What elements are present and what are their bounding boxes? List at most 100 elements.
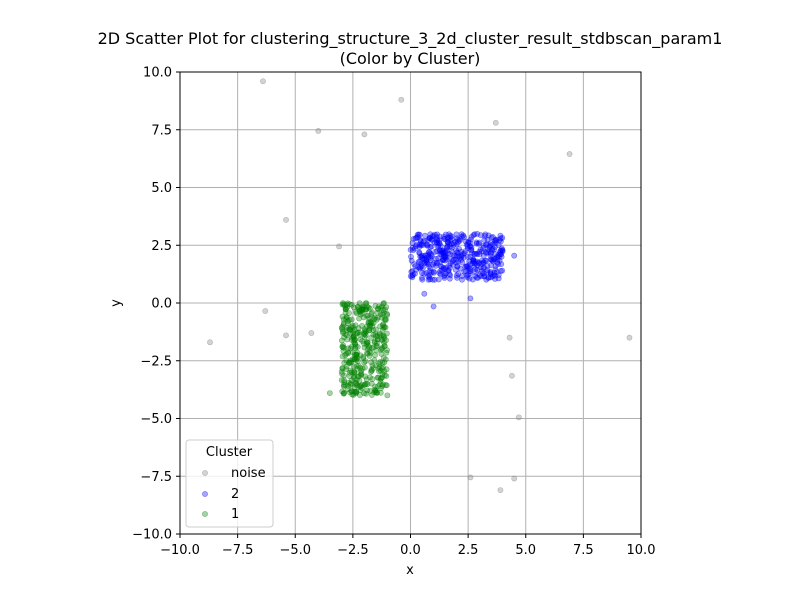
point-cluster-1 — [365, 318, 372, 325]
y-tick-label: −2.5 — [140, 354, 172, 369]
point-cluster-2 — [450, 261, 456, 268]
point-cluster-2 — [437, 251, 444, 258]
point-cluster-2 — [426, 271, 433, 278]
point-cluster-2 — [430, 261, 436, 268]
point-noise — [283, 216, 289, 223]
point-cluster-1 — [381, 368, 388, 375]
point-cluster-1 — [375, 305, 382, 312]
point-cluster-1 — [360, 354, 367, 360]
point-cluster-1 — [368, 334, 375, 341]
point-cluster-1 — [383, 304, 390, 310]
point-cluster-2 — [444, 234, 451, 241]
point-cluster-1 — [362, 327, 369, 334]
point-cluster-1 — [356, 300, 363, 307]
data-points — [207, 78, 633, 494]
point-noise — [515, 414, 522, 421]
point-cluster-1 — [366, 344, 373, 351]
point-cluster-1 — [345, 350, 351, 357]
point-cluster-2 — [476, 251, 483, 257]
point-cluster-1 — [350, 392, 357, 398]
point-cluster-1 — [362, 300, 369, 307]
legend-title: Cluster — [206, 445, 253, 460]
point-cluster-1 — [372, 352, 378, 359]
point-cluster-2 — [413, 266, 420, 273]
legend-label-noise: noise — [231, 466, 266, 481]
x-tick-label: 5.0 — [515, 543, 536, 558]
point-cluster-1 — [356, 331, 363, 338]
point-cluster-2 — [434, 231, 441, 238]
chart-title-line2: (Color by Cluster) — [340, 49, 481, 68]
point-cluster-1 — [371, 386, 378, 393]
y-tick-label: 0.0 — [151, 297, 172, 312]
point-cluster-1 — [353, 380, 360, 386]
y-tick-label: 10.0 — [143, 66, 172, 81]
point-cluster-1 — [364, 339, 371, 346]
point-cluster-1 — [376, 368, 382, 375]
point-cluster-1 — [356, 373, 362, 380]
point-cluster-2 — [495, 272, 502, 279]
x-tick-label: −5.0 — [279, 543, 311, 558]
point-cluster-1 — [374, 340, 380, 347]
point-cluster-2 — [431, 276, 438, 283]
point-cluster-2 — [446, 271, 453, 277]
point-cluster-1 — [355, 306, 362, 313]
point-cluster-1 — [348, 324, 354, 331]
point-cluster-1 — [340, 301, 347, 308]
point-cluster-1 — [366, 352, 373, 359]
point-cluster-2 — [470, 232, 477, 238]
point-noise — [260, 78, 266, 85]
point-cluster-1 — [350, 330, 357, 337]
point-cluster-1 — [374, 374, 381, 381]
point-cluster-1 — [353, 357, 360, 364]
point-cluster-1 — [383, 349, 390, 356]
point-cluster-1 — [357, 383, 364, 390]
y-tick-label: −5.0 — [140, 412, 172, 427]
point-cluster-2 — [429, 276, 436, 283]
point-cluster-1 — [340, 320, 347, 327]
point-cluster-2 — [448, 248, 455, 255]
point-cluster-1 — [340, 321, 347, 328]
point-cluster-2 — [409, 274, 416, 281]
point-cluster-2 — [409, 240, 416, 246]
point-cluster-2 — [467, 295, 474, 302]
point-cluster-2 — [482, 257, 489, 264]
point-cluster-2 — [471, 251, 478, 258]
point-cluster-2 — [493, 236, 499, 243]
point-cluster-1 — [361, 344, 368, 351]
point-cluster-1 — [362, 373, 369, 380]
legend: Cluster noise 2 1 — [185, 439, 274, 528]
point-cluster-1 — [375, 383, 381, 390]
point-cluster-1 — [379, 326, 386, 333]
point-cluster-1 — [351, 368, 357, 375]
point-noise — [315, 128, 322, 134]
point-cluster-2 — [434, 236, 440, 243]
point-noise — [283, 332, 289, 339]
point-cluster-1 — [341, 379, 348, 386]
point-cluster-1 — [339, 371, 345, 377]
x-tick-label: −7.5 — [222, 543, 254, 558]
point-cluster-1 — [363, 376, 370, 383]
point-cluster-1 — [368, 359, 375, 366]
point-cluster-2 — [492, 266, 499, 273]
x-tick-label: 2.5 — [458, 543, 479, 558]
point-cluster-2 — [491, 256, 497, 263]
point-cluster-2 — [511, 252, 518, 259]
legend-marker-noise — [202, 470, 208, 476]
point-cluster-1 — [358, 370, 364, 376]
point-cluster-2 — [427, 244, 434, 251]
point-cluster-2 — [410, 235, 417, 242]
point-cluster-2 — [487, 242, 494, 249]
x-tick-label: 10.0 — [627, 543, 656, 558]
point-cluster-2 — [457, 254, 463, 261]
point-cluster-1 — [353, 363, 360, 370]
point-cluster-2 — [480, 245, 487, 251]
point-noise — [361, 131, 368, 138]
point-noise — [308, 330, 315, 336]
point-cluster-2 — [456, 245, 462, 252]
x-tick-label: −10.0 — [160, 543, 200, 558]
point-cluster-2 — [497, 232, 504, 239]
point-cluster-2 — [468, 247, 475, 253]
y-tick-label: 7.5 — [151, 123, 172, 138]
point-cluster-2 — [417, 264, 424, 271]
point-cluster-1 — [366, 327, 373, 334]
